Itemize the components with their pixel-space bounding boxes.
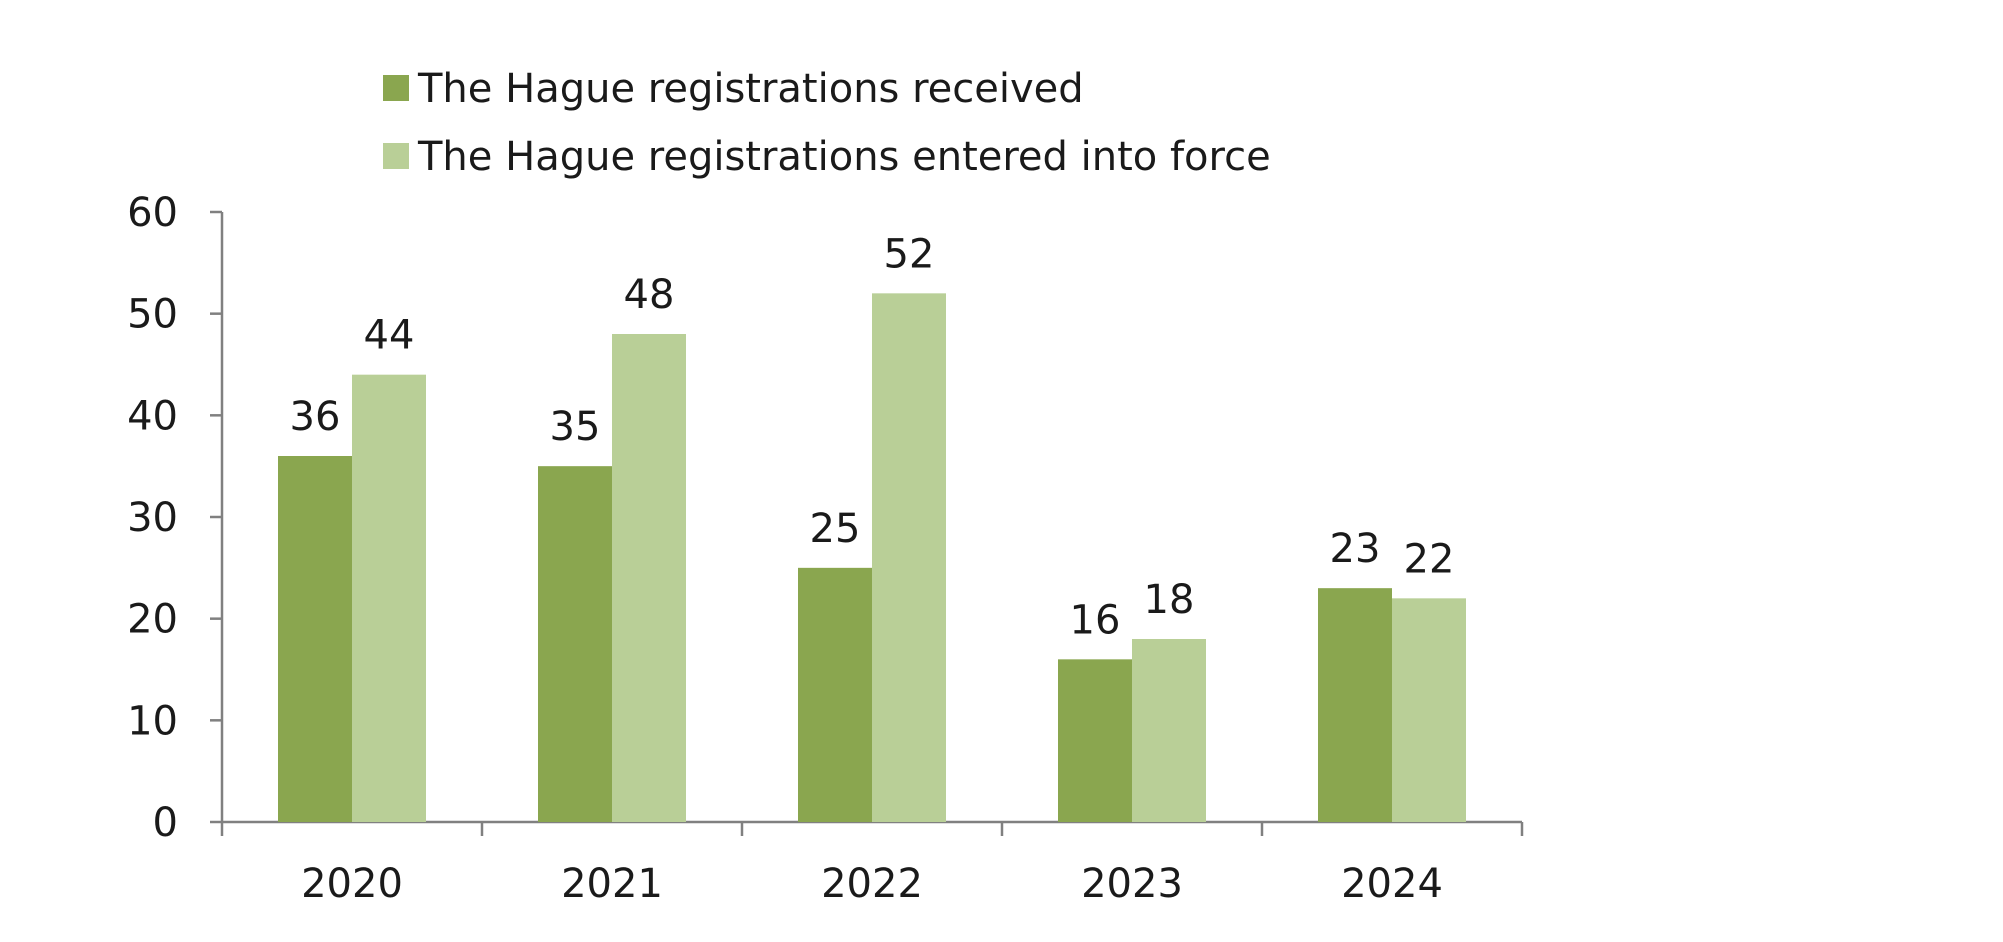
data-label: 18: [1144, 577, 1195, 623]
bar: [1132, 639, 1206, 822]
y-tick-label: 40: [127, 393, 178, 439]
data-label: 25: [810, 506, 861, 552]
bar: [872, 293, 946, 822]
data-label: 23: [1330, 526, 1381, 572]
bar: [1058, 659, 1132, 822]
bar: [538, 466, 612, 822]
data-label: 16: [1070, 597, 1121, 643]
legend-label: The Hague registrations entered into for…: [417, 134, 1271, 180]
bar: [352, 375, 426, 822]
x-tick-label: 2020: [301, 861, 403, 907]
bars: [278, 293, 1466, 822]
y-tick-label: 30: [127, 495, 178, 541]
y-tick-label: 50: [127, 292, 178, 338]
y-tick-label: 60: [127, 190, 178, 236]
bar: [798, 568, 872, 822]
data-label: 48: [624, 272, 675, 318]
legend-swatch: [383, 143, 409, 169]
data-label: 36: [290, 394, 341, 440]
bar: [612, 334, 686, 822]
legend-swatch: [383, 75, 409, 101]
bar: [1392, 598, 1466, 822]
x-tick-label: 2023: [1081, 861, 1183, 907]
y-tick-label: 10: [127, 698, 178, 744]
x-tick-label: 2024: [1341, 861, 1443, 907]
data-label: 52: [884, 231, 935, 277]
y-tick-label: 20: [127, 597, 178, 643]
x-tick-label: 2021: [561, 861, 663, 907]
bar: [278, 456, 352, 822]
data-label: 35: [550, 404, 601, 450]
legend-label: The Hague registrations received: [417, 66, 1084, 112]
data-label: 22: [1404, 536, 1455, 582]
legend: The Hague registrations received The Hagu…: [383, 66, 1271, 180]
bar: [1318, 588, 1392, 822]
y-tick-label: 0: [153, 800, 178, 846]
x-tick-label: 2022: [821, 861, 923, 907]
data-label: 44: [364, 313, 415, 359]
